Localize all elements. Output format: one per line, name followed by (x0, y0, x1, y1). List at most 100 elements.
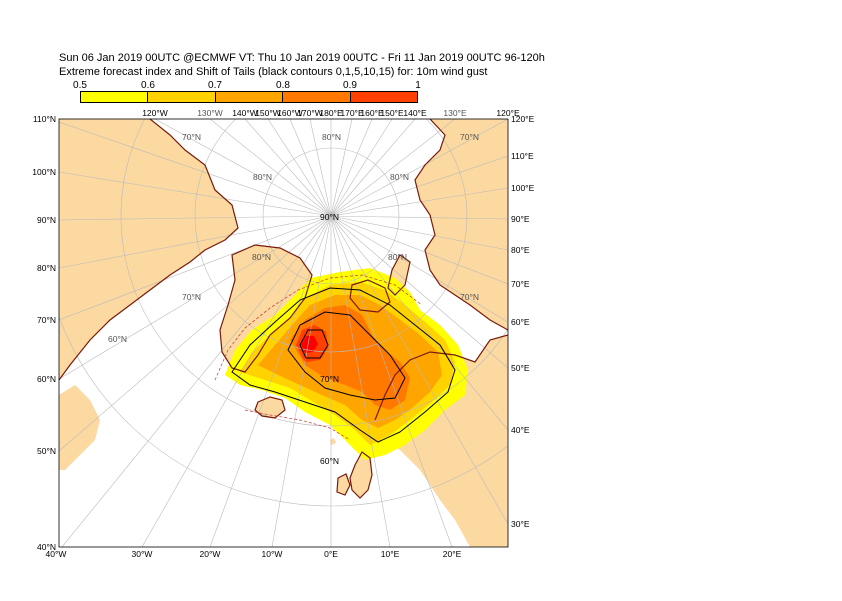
label-80n-d: 80°N (252, 252, 271, 262)
label-70n-a: 70°N (182, 132, 201, 142)
meridian-150w (267, 119, 332, 217)
top-tick-180e: 180°E (319, 108, 343, 118)
top-tick-140e: 140°E (403, 108, 427, 118)
chart-title-line2: Extreme forecast index and Shift of Tail… (59, 66, 488, 78)
top-tick-120w: 120°W (142, 108, 168, 118)
colorbar-label-2: 0.7 (208, 80, 222, 91)
label-60n-a: 60°N (108, 334, 127, 344)
label-80n-e: 80°N (388, 252, 407, 262)
land-iceland (255, 397, 285, 418)
meridian-20w (209, 215, 332, 547)
colorbar-label-3: 0.8 (276, 80, 290, 91)
meridian-10w (271, 215, 332, 547)
meridian-80w (59, 215, 332, 269)
coast-greenland (219, 244, 313, 373)
coast-ireland (336, 473, 351, 496)
sot-contour-inner (299, 329, 329, 359)
top-tick-130w: 130°W (197, 108, 223, 118)
dashed-contours (214, 274, 423, 441)
dashed-contour-1 (214, 274, 423, 381)
coast-svalbard (349, 279, 391, 313)
map-frame (58, 118, 509, 548)
meridian-110e (330, 155, 508, 217)
top-tick-150e: 150°E (380, 108, 404, 118)
coast-siberia (414, 119, 508, 331)
right-tick-30e: 30°E (511, 519, 530, 529)
land-britain (350, 452, 372, 498)
colorbar-seg-5 (350, 92, 418, 102)
right-tick-90e: 90°E (511, 214, 530, 224)
meridian-100w (59, 171, 332, 217)
coast-iceland (254, 396, 286, 419)
colorbar-label-0: 0.5 (73, 80, 87, 91)
left-tick-50n: 50°N (37, 446, 56, 456)
sot-contour-mid (287, 311, 406, 401)
right-tick-100e: 100°E (511, 183, 535, 193)
label-60n-b: 60°N (320, 456, 339, 466)
colorbar-seg-1 (81, 92, 149, 102)
land-faroe (330, 438, 336, 445)
meridian-130w (209, 119, 332, 217)
meridian-60e (330, 215, 508, 323)
dashed-contour-2 (244, 409, 351, 441)
meridian-60w (59, 215, 332, 380)
meridian-90w (59, 215, 332, 221)
meridian-40w (61, 215, 332, 547)
land-canada-south (59, 385, 100, 470)
inner-labels: 80°N 80°N 80°N 80°N 80°N 90°N 70°N 70°N … (108, 132, 479, 466)
bottom-tick-40w: 40°W (46, 549, 67, 559)
label-80n-c: 80°N (390, 172, 409, 182)
colorbar-seg-2 (148, 92, 216, 102)
meridian-70w (59, 215, 332, 321)
meridian-160w (289, 119, 332, 217)
meridian-70e (330, 215, 508, 285)
right-tick-110e: 110°E (511, 151, 534, 161)
efi-shading (225, 268, 468, 460)
bottom-axis: 40°W 30°W 20°W 10°W 0°E 10°E 20°E (46, 549, 462, 559)
top-tick-150w: 150°W (255, 108, 281, 118)
coastlines (59, 119, 508, 499)
right-axis: 120°E 110°E 100°E 90°E 80°E 70°E 60°E 50… (511, 114, 535, 529)
bottom-tick-30w: 30°W (132, 549, 153, 559)
top-axis: 120°W 130°W 140°W 150°W 160°W 170°W 180°… (142, 108, 520, 118)
bottom-tick-10w: 10°W (262, 549, 283, 559)
meridian-50w (59, 215, 332, 452)
left-axis: 110°N 100°N 90°N 80°N 70°N 60°N 50°N 40°… (32, 114, 56, 552)
efi-100 (301, 336, 318, 353)
left-tick-70n: 70°N (37, 315, 56, 325)
top-tick-170w: 170°W (297, 108, 323, 118)
meridian-10e (330, 215, 391, 547)
colorbar-label-4: 0.9 (343, 80, 357, 91)
meridian-40e (330, 215, 508, 431)
meridian-170w (309, 119, 332, 217)
meridian-140w (244, 119, 332, 217)
left-tick-80n: 80°N (37, 263, 56, 273)
land-greenland (220, 245, 312, 372)
label-pole: 90°N (320, 212, 339, 222)
meridian-160e (330, 119, 373, 217)
sot-contours (231, 287, 456, 443)
bottom-tick-0e: 0°E (324, 549, 338, 559)
top-tick-160e: 160°E (360, 108, 384, 118)
left-tick-40n: 40°N (37, 542, 56, 552)
land-ireland (337, 474, 350, 495)
coast-canada (59, 119, 239, 381)
left-tick-110n: 110°N (33, 114, 56, 124)
colorbar-label-1: 0.6 (141, 80, 155, 91)
sot-contour-outer (231, 287, 456, 443)
top-tick-160w: 160°W (277, 108, 303, 118)
coast-novaya-zemlya (387, 254, 411, 296)
colorbar-seg-4 (283, 92, 351, 102)
label-80n-b: 80°N (253, 172, 272, 182)
label-80n-a: 80°N (322, 132, 341, 142)
bottom-tick-10e: 10°E (381, 549, 400, 559)
meridian-80e (330, 215, 508, 251)
right-tick-80e: 80°E (511, 245, 530, 255)
colorbar-label-5: 1 (415, 80, 421, 91)
land-siberia (415, 119, 508, 330)
right-tick-60e: 60°E (511, 317, 530, 327)
bottom-tick-20w: 20°W (200, 549, 221, 559)
right-tick-70e: 70°E (511, 279, 530, 289)
